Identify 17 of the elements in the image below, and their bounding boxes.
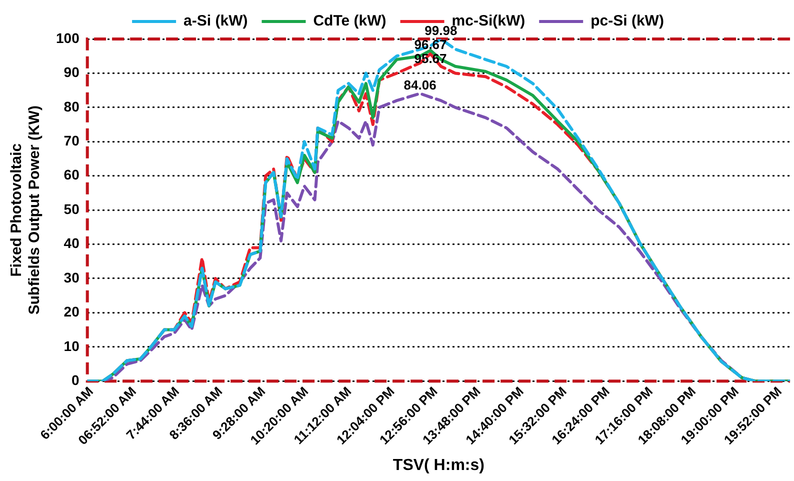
y-tick-label: 40 [64,235,80,252]
y-tick-label: 70 [64,132,80,148]
y-tick-label: 80 [64,98,80,114]
y-tick-label: 30 [64,269,80,286]
y-tick-label: 10 [64,338,80,354]
y-tick-label: 0 [72,372,80,388]
x-axis-title: TSV( H:m:s) [392,456,484,474]
y-axis-title: Fixed Photovoltaic Subfields Output Power (KW) [8,105,44,315]
y-tick-label: 60 [64,166,80,183]
y-tick-label: 100 [56,30,80,46]
y-tick-label: 90 [64,64,80,80]
legend-label: pc-Si (kW) [590,12,664,30]
y-tick-label: 20 [64,304,80,320]
legend-label: CdTe (kW) [313,12,386,30]
legend-label: a-Si (kW) [184,12,248,30]
annotation: 84.06 [404,78,436,93]
y-tick-label: 50 [64,200,80,217]
